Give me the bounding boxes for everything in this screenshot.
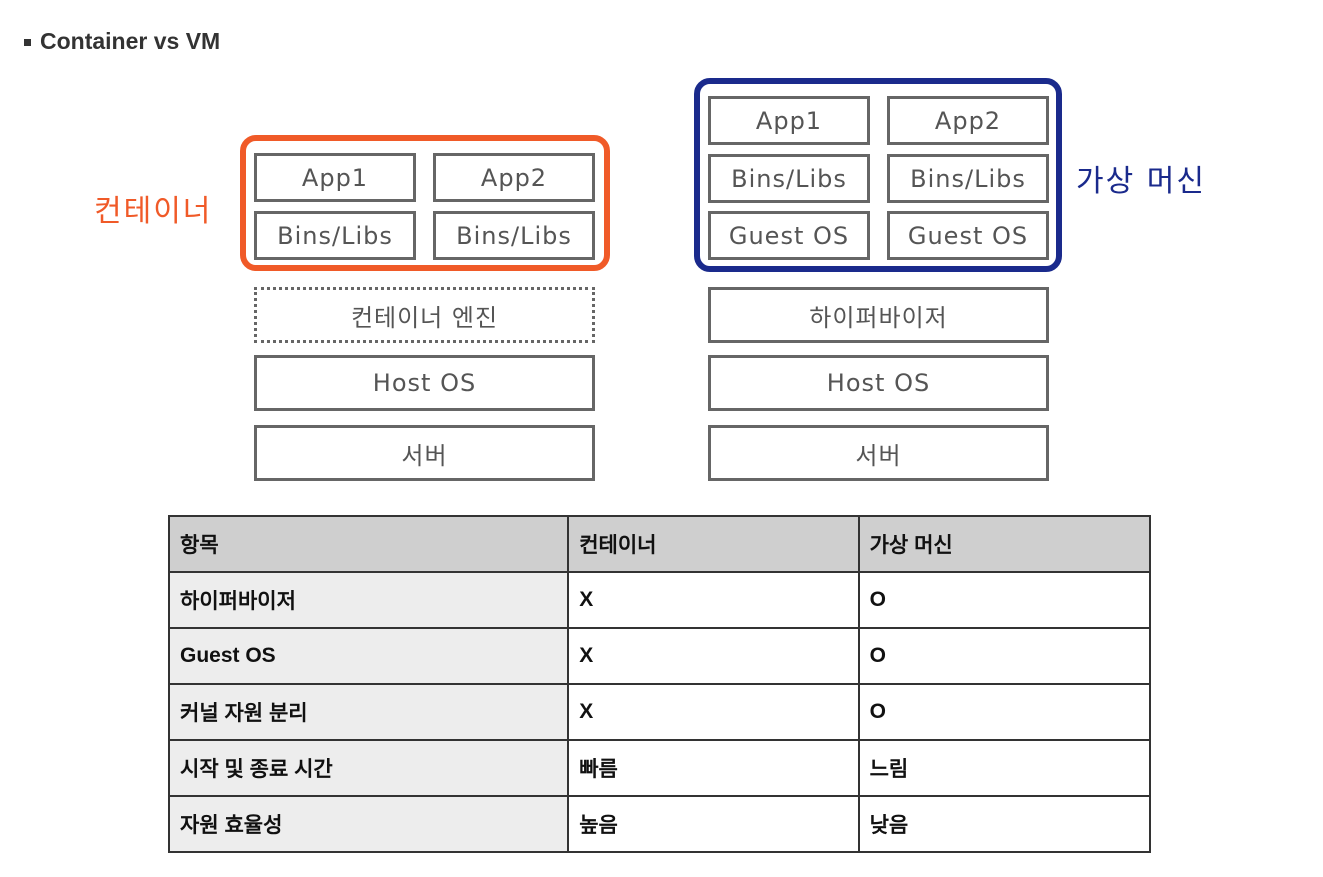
vm-hypervisor-box: 하이퍼바이저 <box>708 287 1049 343</box>
container-value: 높음 <box>567 795 860 853</box>
vm-value: 느림 <box>857 739 1152 797</box>
vm-group-outline <box>694 78 1062 272</box>
container-server-box: 서버 <box>254 425 595 481</box>
vm-value: 낮음 <box>857 795 1152 853</box>
row-label: 자원 효율성 <box>167 795 570 853</box>
container-libs2-box: Bins/Libs <box>433 211 595 260</box>
header-container: 컨테이너 <box>567 515 860 573</box>
container-libs1-box: Bins/Libs <box>254 211 416 260</box>
vm-app1-box: App1 <box>708 96 870 145</box>
page-title: Container vs VM <box>40 28 221 54</box>
table-header-row: 항목 컨테이너 가상 머신 <box>167 515 1152 573</box>
row-label: 시작 및 종료 시간 <box>167 739 570 797</box>
header-vm: 가상 머신 <box>857 515 1152 573</box>
vm-guest-os2-box: Guest OS <box>887 211 1049 260</box>
row-label: Guest OS <box>167 627 570 685</box>
vm-value: O <box>857 683 1152 741</box>
vm-host-os-box: Host OS <box>708 355 1049 411</box>
bullet-icon <box>24 39 31 46</box>
table-row: 시작 및 종료 시간 빠름 느림 <box>167 739 1152 797</box>
vm-app2-box: App2 <box>887 96 1049 145</box>
header-item: 항목 <box>167 515 570 573</box>
table-row: 자원 효율성 높음 낮음 <box>167 795 1152 853</box>
container-value: X <box>567 571 860 629</box>
vm-server-box: 서버 <box>708 425 1049 481</box>
container-value: X <box>567 683 860 741</box>
container-group-outline <box>240 135 610 271</box>
container-engine-box: 컨테이너 엔진 <box>254 287 595 343</box>
vm-label: 가상 머신 <box>1076 164 1206 199</box>
vm-value: O <box>857 627 1152 685</box>
row-label: 하이퍼바이저 <box>167 571 570 629</box>
table-row: 커널 자원 분리 X O <box>167 683 1152 741</box>
container-value: X <box>567 627 860 685</box>
vm-value: O <box>857 571 1152 629</box>
table-row: 하이퍼바이저 X O <box>167 571 1152 629</box>
vm-libs2-box: Bins/Libs <box>887 154 1049 203</box>
row-label: 커널 자원 분리 <box>167 683 570 741</box>
container-host-os-box: Host OS <box>254 355 595 411</box>
container-value: 빠름 <box>567 739 860 797</box>
table-row: Guest OS X O <box>167 627 1152 685</box>
comparison-table: 항목 컨테이너 가상 머신 하이퍼바이저 X O Guest OS X O 커널… <box>167 515 1152 853</box>
vm-libs1-box: Bins/Libs <box>708 154 870 203</box>
container-label: 컨테이너 <box>94 194 213 229</box>
container-app1-box: App1 <box>254 153 416 202</box>
vm-guest-os1-box: Guest OS <box>708 211 870 260</box>
container-app2-box: App2 <box>433 153 595 202</box>
page-heading: Container vs VM <box>24 28 220 55</box>
